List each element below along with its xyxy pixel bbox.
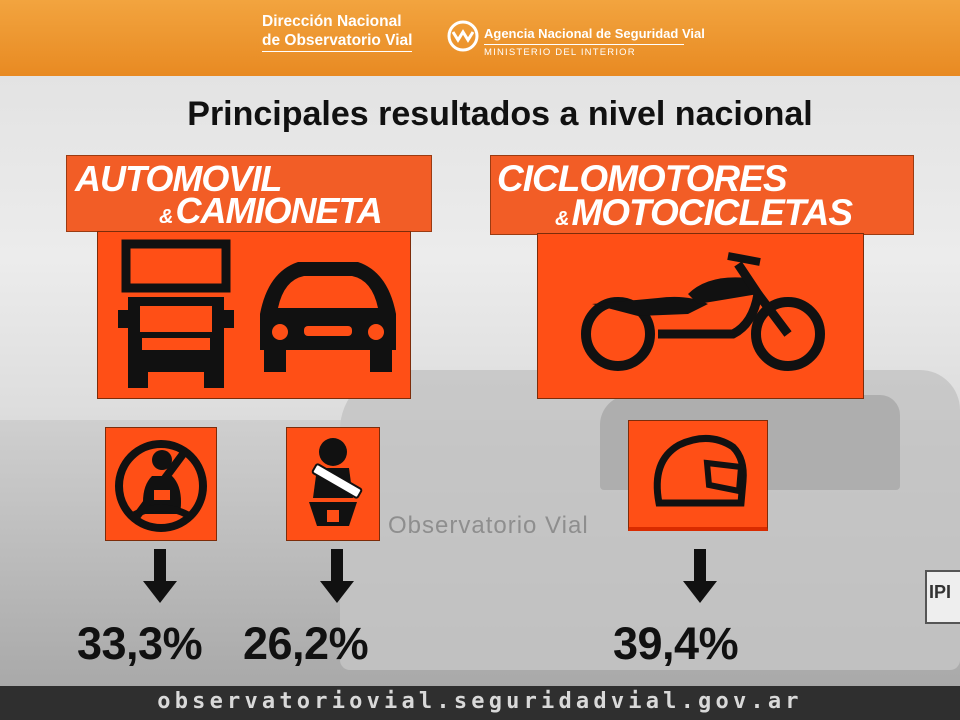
child-seat-icon-box bbox=[286, 427, 380, 541]
arrow-down-icon bbox=[683, 549, 717, 603]
banner-line-2-wrap: &CAMIONETA bbox=[159, 190, 383, 232]
motorcycle-icon-box bbox=[537, 233, 864, 399]
arrow-down-icon bbox=[320, 549, 354, 603]
ampersand: & bbox=[159, 206, 173, 228]
result-helmet-value: 39,4% bbox=[613, 618, 739, 669]
banner-ciclomotores-motocicletas: CICLOMOTORES &MOTOCICLETAS bbox=[490, 155, 914, 235]
ministry-name: Ministerio del Interior bbox=[484, 44, 684, 58]
banner-line-1: AUTOMOVIL bbox=[75, 158, 282, 199]
banner-line-2-wrap: &MOTOCICLETAS bbox=[555, 192, 853, 234]
motorcycle-icon bbox=[581, 252, 825, 371]
page-title: Principales resultados a nivel nacional bbox=[187, 95, 813, 133]
banner-line-2: CAMIONETA bbox=[175, 190, 382, 231]
ampersand: & bbox=[555, 208, 569, 230]
observatorio-brand: Dirección Nacional de Observatorio Vial bbox=[262, 12, 413, 52]
arrow-down-icon bbox=[143, 549, 177, 603]
banner-automovil-camioneta: AUTOMOVIL &CAMIONETA bbox=[66, 155, 432, 232]
no-seatbelt-icon bbox=[115, 440, 207, 532]
truck-and-car-icon bbox=[118, 239, 396, 388]
brand-line-1: Dirección Nacional bbox=[262, 13, 402, 30]
result-child-seat-value: 26,2% bbox=[243, 618, 369, 669]
helmet-icon bbox=[653, 435, 747, 507]
no-seatbelt-icon-box bbox=[105, 427, 217, 541]
plate-text: IPI bbox=[929, 582, 952, 602]
agency-name: Agencia Nacional de Seguridad Vial bbox=[484, 26, 705, 41]
banner-line-1: CICLOMOTORES bbox=[497, 158, 787, 199]
result-seatbelt-value: 33,3% bbox=[77, 618, 203, 669]
header-bar: Dirección Nacional de Observatorio Vial … bbox=[0, 0, 960, 76]
child-seat-icon bbox=[309, 438, 363, 526]
agency-logo-icon bbox=[447, 20, 479, 52]
helmet-icon-box bbox=[628, 420, 768, 531]
banner-line-2: MOTOCICLETAS bbox=[571, 192, 853, 233]
background-truck-text: Observatorio Vial bbox=[388, 512, 589, 539]
agency-brand: Agencia Nacional de Seguridad Vial Minis… bbox=[484, 26, 705, 58]
car-truck-icon-box bbox=[97, 231, 411, 399]
background-plate: IPI bbox=[925, 570, 960, 624]
footer-url: observatoriovial.seguridadvial.gov.ar bbox=[0, 686, 960, 720]
brand-line-2: de Observatorio Vial bbox=[262, 31, 413, 52]
